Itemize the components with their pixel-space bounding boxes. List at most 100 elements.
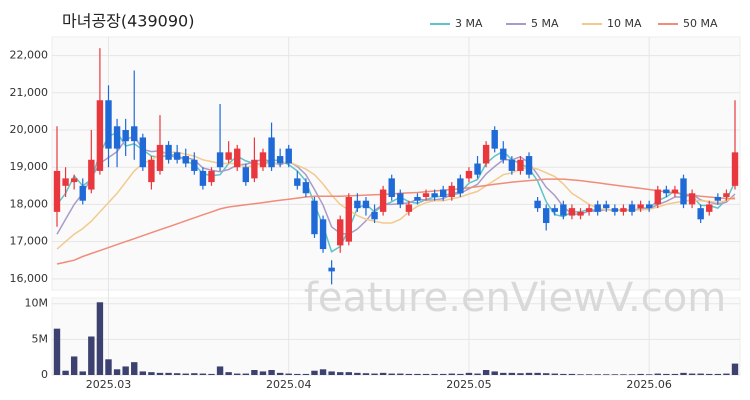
candle-body <box>723 193 730 197</box>
candle-body <box>706 204 713 212</box>
x-tick-label: 2025.06 <box>626 378 672 391</box>
candle-body <box>88 159 95 190</box>
candle-body <box>302 182 310 194</box>
candle-body <box>53 170 61 212</box>
volume-bar <box>440 373 447 375</box>
volume-bar <box>714 373 722 375</box>
volume-bar <box>645 374 653 375</box>
volume-bar <box>259 371 267 375</box>
volume-bar <box>302 373 310 375</box>
y-tick-label: 20,000 <box>10 123 49 136</box>
volume-bar <box>688 373 696 375</box>
candle-body <box>388 178 395 197</box>
candle-body <box>191 159 198 171</box>
candle-body <box>139 137 147 168</box>
volume-bar <box>371 373 378 375</box>
volume-bar <box>234 373 241 375</box>
candle-body <box>431 193 438 197</box>
y-tick-label: 5M <box>32 332 49 345</box>
candle-body <box>268 137 275 168</box>
volume-bar <box>328 371 335 375</box>
volume-bar <box>337 372 344 375</box>
volume-bar <box>534 372 541 375</box>
candle-body <box>182 156 189 164</box>
volume-bar <box>414 373 421 375</box>
candle-body <box>482 144 490 164</box>
volume-bar <box>354 372 361 375</box>
candle-body <box>594 204 601 212</box>
candle-body <box>731 152 739 186</box>
candle-body <box>422 193 430 197</box>
candle-body <box>517 159 524 171</box>
volume-bar <box>457 373 464 375</box>
candle-body <box>688 193 696 205</box>
volume-bar <box>311 370 318 375</box>
volume-bar <box>182 373 189 375</box>
volume-bar <box>225 372 232 375</box>
volume-bar <box>620 374 627 375</box>
volume-bar <box>697 373 704 375</box>
volume-bar <box>723 373 730 375</box>
volume-bar <box>319 369 327 375</box>
volume-bar <box>88 336 95 375</box>
y-tick-label: 22,000 <box>10 49 49 62</box>
volume-bar <box>577 374 584 375</box>
candle-body <box>568 208 576 216</box>
candle-body <box>199 170 207 186</box>
candle-body <box>457 178 464 194</box>
legend-label: 50 MA <box>683 17 718 30</box>
volume-bar <box>165 372 172 375</box>
candle-body <box>577 211 584 216</box>
candle-body <box>156 144 164 171</box>
y-tick-label: 16,000 <box>10 272 49 285</box>
volume-bar <box>362 373 370 375</box>
candle-body <box>319 219 327 250</box>
candle-body <box>234 148 241 168</box>
candle-body <box>628 204 636 212</box>
ma-line <box>56 178 736 265</box>
volume-bar <box>191 373 198 375</box>
plot-area <box>51 36 741 291</box>
volume-bar <box>199 373 207 375</box>
candle-body <box>440 189 447 197</box>
candle-body <box>697 208 704 220</box>
volume-bar <box>663 373 670 375</box>
volume-bar <box>70 356 78 375</box>
y-tick-label: 21,000 <box>10 86 49 99</box>
candle-body <box>165 144 172 160</box>
volume-bar <box>251 370 258 375</box>
volume-bar <box>79 371 86 375</box>
legend-label: 3 MA <box>455 17 483 30</box>
volume-bar <box>122 366 129 375</box>
volume-bar <box>405 373 413 375</box>
watermark: feature.enViewV.com <box>304 275 726 321</box>
volume-bar <box>560 373 567 375</box>
volume-bar <box>491 371 498 375</box>
legend-label: 5 MA <box>531 17 559 30</box>
y-tick-label: 0 <box>41 368 48 381</box>
candle-body <box>131 126 138 142</box>
volume-bar <box>208 373 215 375</box>
candle-body <box>276 156 284 164</box>
y-tick-label: 10M <box>25 297 49 310</box>
volume-bar <box>294 373 301 375</box>
volume-bar <box>731 363 739 375</box>
candle-body <box>122 130 129 142</box>
volume-bar <box>594 374 601 375</box>
volume-bar <box>156 372 164 375</box>
volume-bar <box>379 372 387 375</box>
candle-body <box>251 159 258 179</box>
candle-body <box>337 219 344 246</box>
candle-body <box>62 178 69 186</box>
candle-body <box>371 211 378 220</box>
candle-body <box>714 196 722 201</box>
volume-bar <box>474 373 481 375</box>
volume-bar <box>397 373 404 375</box>
volume-bar <box>568 373 576 375</box>
candle-body <box>542 208 550 224</box>
candle-body <box>242 167 250 183</box>
volume-bar <box>216 366 224 375</box>
volume-bar <box>465 372 473 375</box>
chart-title: 마녀공장(439090) <box>62 12 194 31</box>
candle-body <box>345 196 352 242</box>
